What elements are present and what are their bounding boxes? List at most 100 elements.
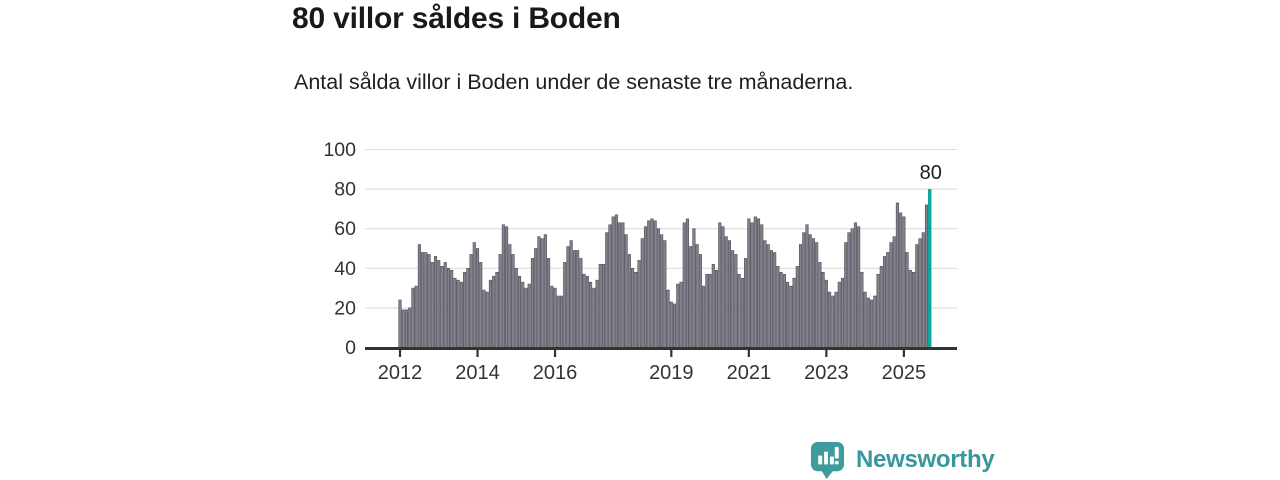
logo-text: Newsworthy [856, 446, 995, 473]
x-axis-line [365, 347, 957, 350]
bar [592, 287, 596, 348]
bar [908, 269, 912, 348]
x-axis-tick-label: 2016 [533, 362, 578, 384]
bar [727, 240, 732, 348]
bar [660, 234, 664, 348]
x-axis-tick [476, 350, 479, 357]
bar [782, 273, 786, 348]
bar [485, 291, 489, 348]
bar [821, 271, 825, 348]
bar [547, 258, 551, 348]
bar [585, 275, 589, 348]
logo: Newsworthy [808, 440, 995, 480]
bar [534, 248, 538, 348]
bar [530, 258, 534, 348]
bar [718, 222, 722, 348]
highlighted-bar [928, 189, 932, 348]
bar [786, 281, 790, 348]
bar [789, 285, 793, 348]
bar [882, 256, 887, 348]
bar [685, 218, 690, 348]
bar [811, 238, 815, 348]
bar [495, 271, 499, 348]
bar [921, 232, 925, 348]
bar [702, 285, 706, 348]
bar [514, 267, 518, 348]
bar [695, 244, 699, 348]
chart-subtitle: Antal sålda villor i Boden under de sena… [294, 70, 854, 94]
bar [446, 267, 451, 348]
bar [579, 258, 583, 348]
bar [734, 254, 738, 348]
y-axis-tick-label: 0 [345, 337, 356, 359]
x-axis-tick [747, 350, 750, 357]
bar [724, 236, 728, 348]
bar [469, 254, 473, 348]
bar [621, 222, 625, 348]
bar [417, 244, 421, 348]
bar [508, 244, 512, 348]
bar [501, 224, 505, 348]
x-axis-tick-label: 2025 [882, 362, 927, 384]
bar [569, 240, 573, 348]
x-axis-tick [825, 350, 828, 357]
bar [744, 258, 748, 348]
bar [798, 244, 803, 348]
bar [404, 309, 409, 348]
bar [669, 301, 673, 348]
bar [414, 285, 418, 348]
bar [711, 264, 715, 348]
bar [802, 232, 806, 348]
bar [553, 287, 557, 348]
bar [663, 240, 667, 348]
bar [430, 262, 434, 348]
bar [763, 240, 767, 348]
x-axis-tick [398, 350, 402, 357]
bar [408, 307, 412, 348]
bar [840, 277, 845, 348]
bar [692, 228, 696, 348]
bar [731, 250, 735, 348]
x-axis-tick [902, 350, 905, 357]
bar [459, 281, 463, 348]
bar [870, 299, 874, 348]
bar [488, 279, 492, 348]
bar [815, 242, 819, 348]
bar [524, 287, 528, 348]
bar [492, 275, 496, 348]
bar [876, 273, 880, 348]
bar [912, 271, 916, 348]
bar [889, 242, 893, 348]
bar [611, 216, 615, 348]
bar [808, 234, 812, 348]
bar [760, 224, 764, 348]
bar [601, 264, 606, 348]
bar [756, 218, 761, 348]
bar [440, 266, 444, 348]
bar [689, 246, 693, 348]
bar [844, 242, 848, 348]
bar [753, 216, 757, 348]
bar [672, 303, 677, 348]
bar [595, 279, 599, 348]
bar [818, 262, 822, 348]
bar [708, 273, 712, 348]
bar [537, 236, 541, 348]
bar [863, 291, 867, 348]
bar [398, 299, 402, 348]
bar [824, 279, 828, 348]
y-axis-tick-label: 100 [323, 139, 356, 161]
bar [705, 273, 709, 348]
bar [443, 262, 447, 348]
bar [769, 250, 774, 348]
bar [773, 252, 777, 348]
bar [828, 291, 832, 348]
bar [540, 238, 544, 348]
bar [737, 273, 741, 348]
bar [427, 254, 431, 348]
bar [895, 202, 899, 348]
bar [456, 279, 460, 348]
bar [653, 220, 657, 348]
bar [572, 250, 576, 348]
